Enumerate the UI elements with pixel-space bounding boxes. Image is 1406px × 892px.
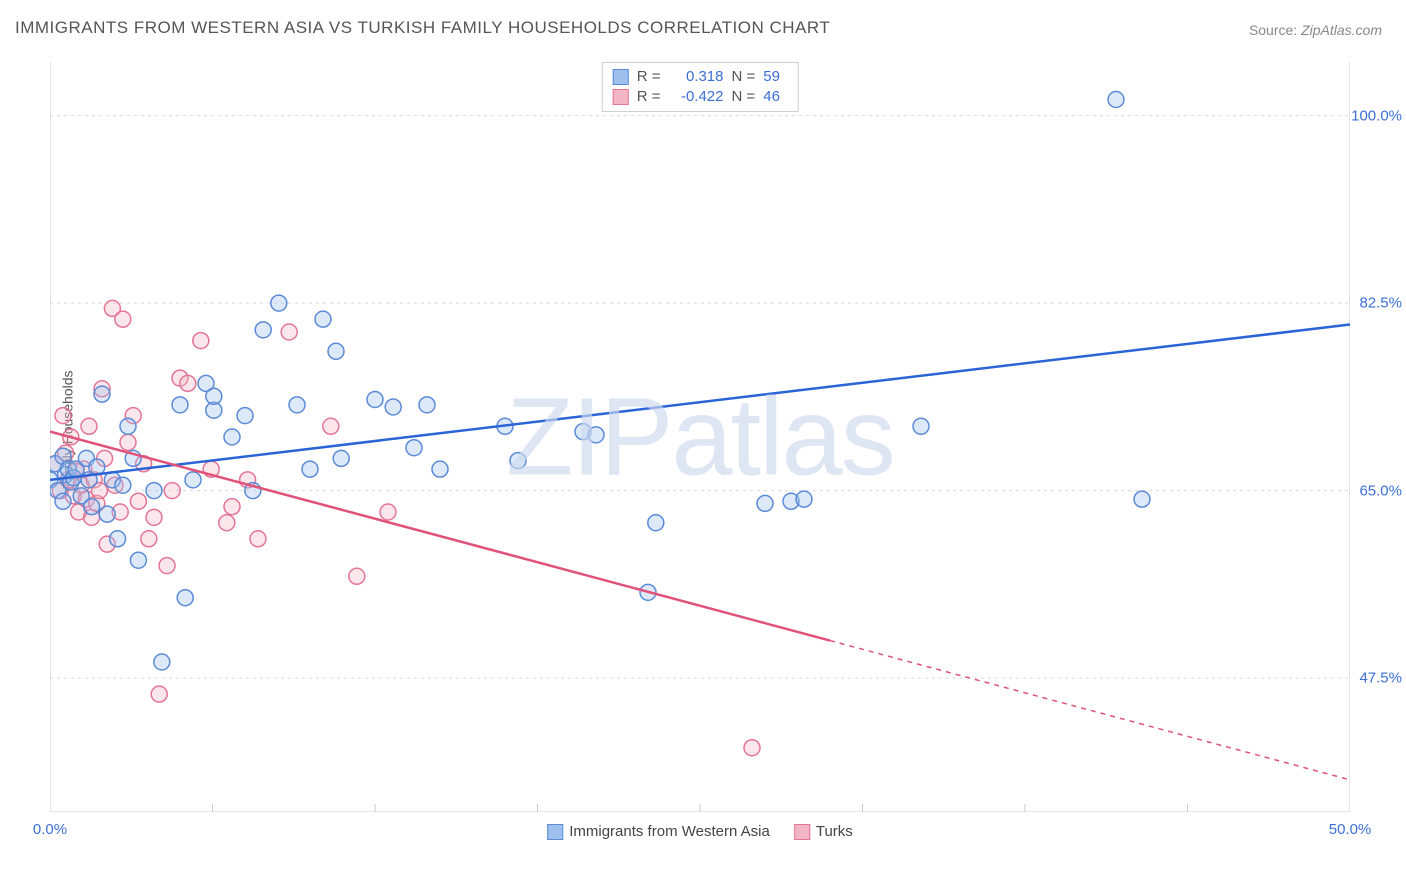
y-tick-label: 82.5% bbox=[1359, 295, 1402, 312]
y-tick-label: 47.5% bbox=[1359, 670, 1402, 687]
legend-item-a: Immigrants from Western Asia bbox=[547, 823, 770, 840]
legend-n-value-b: 46 bbox=[763, 87, 787, 107]
series-legend: Immigrants from Western Asia Turks bbox=[547, 823, 853, 840]
legend-swatch-blue bbox=[613, 69, 629, 85]
x-tick-label: 50.0% bbox=[1329, 821, 1372, 838]
legend-row-series-b: R = -0.422 N = 46 bbox=[613, 87, 788, 107]
legend-swatch-pink bbox=[794, 824, 810, 840]
legend-r-value-a: 0.318 bbox=[669, 67, 724, 87]
legend-item-b: Turks bbox=[794, 823, 853, 840]
legend-row-series-a: R = 0.318 N = 59 bbox=[613, 67, 788, 87]
correlation-legend: R = 0.318 N = 59 R = -0.422 N = 46 bbox=[602, 62, 799, 112]
x-tick-label: 0.0% bbox=[33, 821, 67, 838]
chart-title: IMMIGRANTS FROM WESTERN ASIA VS TURKISH … bbox=[15, 18, 830, 38]
source-value: ZipAtlas.com bbox=[1301, 22, 1382, 38]
chart-plot-area: ZIPatlas R = 0.318 N = 59 R = -0.422 N =… bbox=[50, 62, 1350, 812]
legend-swatch-blue bbox=[547, 824, 563, 840]
legend-swatch-pink bbox=[613, 89, 629, 105]
legend-label-b: Turks bbox=[816, 823, 853, 840]
legend-r-value-b: -0.422 bbox=[669, 87, 724, 107]
chart-svg bbox=[50, 62, 1350, 812]
y-tick-label: 65.0% bbox=[1359, 482, 1402, 499]
legend-r-label: R = bbox=[637, 67, 661, 87]
y-tick-label: 100.0% bbox=[1351, 107, 1402, 124]
legend-n-label: N = bbox=[732, 67, 756, 87]
legend-label-a: Immigrants from Western Asia bbox=[569, 823, 770, 840]
legend-r-label: R = bbox=[637, 87, 661, 107]
source-label: Source: bbox=[1249, 22, 1297, 38]
legend-n-value-a: 59 bbox=[763, 67, 787, 87]
source-attribution: Source: ZipAtlas.com bbox=[1249, 22, 1382, 38]
legend-n-label: N = bbox=[732, 87, 756, 107]
